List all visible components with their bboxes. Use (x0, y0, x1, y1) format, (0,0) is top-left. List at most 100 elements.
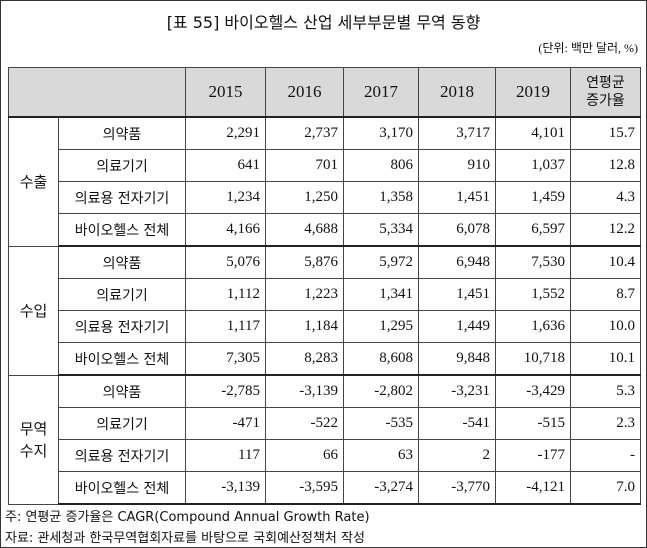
value-cell: 10,718 (495, 342, 571, 376)
data-row: 의료용 전자기기 1,117 1,184 1,295 1,449 1,636 10.0 (9, 310, 641, 343)
data-row: 의료용 전자기기 117 66 63 2 -177- (9, 439, 641, 472)
cagr-cell: 10.1 (570, 342, 641, 376)
data-row: 무역 수지 의약품 -2,785 -3,139 -2,802 -3,231 -3,429 5.3 (8, 374, 641, 505)
group-label-line: 수입 (19, 301, 48, 320)
value-cell: 1,250 (265, 181, 344, 214)
value-cell: 2,291 (185, 116, 266, 150)
corner-cell (8, 67, 186, 118)
value-cell: -2,785 (185, 374, 266, 408)
value-cell: -3,429 (495, 374, 571, 408)
value-cell: 1,295 (343, 310, 419, 343)
value-cell: 6,948 (418, 245, 496, 279)
year-header: 2018 (418, 67, 496, 118)
value-cell: 5,972 (343, 245, 419, 279)
group-label-line: 수지 (19, 441, 48, 460)
value-cell: 3,170 (343, 116, 419, 150)
value-cell: 4,101 (495, 116, 571, 150)
value-cell: 8,283 (265, 342, 344, 376)
data-row: 바이오헬스 전체 4,166 4,688 5,334 6,078 6,597 12.2 (9, 213, 641, 247)
data-row: 의료기기 1,112 1,223 1,341 1,451 1,552 8.7 (9, 278, 641, 311)
data-row: 의료용 전자기기 1,234 1,250 1,358 1,451 1,459 4.3 (9, 181, 641, 214)
value-cell: 4,166 (185, 213, 266, 247)
data-row: 바이오헬스 전체 7,305 8,283 8,608 9,848 10,718 10.1 (9, 342, 641, 376)
value-cell: 1,449 (418, 310, 496, 343)
value-cell: -515 (495, 407, 571, 440)
value-cell: 66 (265, 439, 344, 472)
row-name: 의료기기 (58, 407, 186, 440)
value-cell: 910 (418, 149, 496, 182)
value-cell: -3,139 (185, 471, 266, 505)
value-cell: 1,459 (495, 181, 571, 214)
year-header: 2016 (265, 67, 344, 118)
value-cell: 1,234 (185, 181, 266, 214)
value-cell: -541 (418, 407, 496, 440)
cagr-cell: 10.0 (570, 310, 641, 343)
group-label: 수출 (8, 116, 59, 247)
row-name: 바이오헬스 전체 (58, 342, 186, 376)
value-cell: -3,139 (265, 374, 344, 408)
value-cell: 2 (418, 439, 496, 472)
value-cell: -471 (185, 407, 266, 440)
value-cell: 5,076 (185, 245, 266, 279)
group-label: 수입 (8, 245, 59, 376)
cagr-cell: - (570, 439, 641, 472)
row-name: 의료용 전자기기 (58, 310, 186, 343)
value-cell: -4,121 (495, 471, 571, 505)
cagr-cell: 7.0 (570, 471, 641, 505)
value-cell: 1,451 (418, 278, 496, 311)
row-name: 의료기기 (58, 278, 186, 311)
value-cell: 2,737 (265, 116, 344, 150)
value-cell: 1,037 (495, 149, 571, 182)
row-name: 바이오헬스 전체 (58, 471, 186, 505)
value-cell: 4,688 (265, 213, 344, 247)
value-cell: 7,305 (185, 342, 266, 376)
value-cell: -3,274 (343, 471, 419, 505)
year-header: 2019 (495, 67, 571, 118)
value-cell: 641 (185, 149, 266, 182)
group-label-line: 무역 (19, 419, 48, 438)
value-cell: 63 (343, 439, 419, 472)
value-cell: -522 (265, 407, 344, 440)
value-cell: -177 (495, 439, 571, 472)
value-cell: -3,770 (418, 471, 496, 505)
data-row: 바이오헬스 전체 -3,139 -3,595 -3,274 -3,770 -4,121 7.… (9, 471, 641, 505)
value-cell: 1,552 (495, 278, 571, 311)
row-name: 바이오헬스 전체 (58, 213, 186, 247)
cagr-header-line: 연평균 (586, 75, 625, 91)
source: 자료: 관세청과 한국무역협회자료를 바탕으로 국회예산정책처 작성 (5, 531, 365, 546)
value-cell: 1,358 (343, 181, 419, 214)
value-cell: 5,876 (265, 245, 344, 279)
value-cell: 1,117 (185, 310, 266, 343)
data-row: 수출 의약품 2,291 2,737 3,170 3,717 4,101 15.7 (8, 116, 641, 247)
value-cell: 1,223 (265, 278, 344, 311)
value-cell: 701 (265, 149, 344, 182)
value-cell: 1,636 (495, 310, 571, 343)
value-cell: 6,597 (495, 213, 571, 247)
header-row: 2015 2016 2017 2018 2019 연평균 증가율 (8, 67, 641, 118)
cagr-cell: 8.7 (570, 278, 641, 311)
data-row: 의료기기 641 701 806 910 1,037 12.8 (9, 149, 641, 182)
row-name: 의료기기 (58, 149, 186, 182)
unit: (단위: 백만 달러, %) (538, 41, 638, 55)
value-cell: -2,802 (343, 374, 419, 408)
value-cell: -3,595 (265, 471, 344, 505)
year-header: 2017 (343, 67, 419, 118)
row-name: 의약품 (58, 116, 186, 150)
value-cell: 117 (185, 439, 266, 472)
note: 주: 연평균 증가율은 CAGR(Compound Annual Growth … (5, 510, 370, 525)
cagr-cell: 12.2 (570, 213, 641, 247)
cagr-cell: 10.4 (570, 245, 641, 279)
value-cell: 1,112 (185, 278, 266, 311)
title: [표 55] 바이오헬스 산업 세부부문별 무역 동향 (166, 13, 481, 32)
value-cell: 7,530 (495, 245, 571, 279)
value-cell: -3,231 (418, 374, 496, 408)
value-cell: 6,078 (418, 213, 496, 247)
trade-table: 2015 2016 2017 2018 2019 연평균 증가율 수출 의약품 2,291 2,7… (8, 67, 641, 505)
cagr-header-line: 증가율 (586, 93, 625, 109)
value-cell: 5,334 (343, 213, 419, 247)
year-header: 2015 (185, 67, 266, 118)
value-cell: 1,341 (343, 278, 419, 311)
